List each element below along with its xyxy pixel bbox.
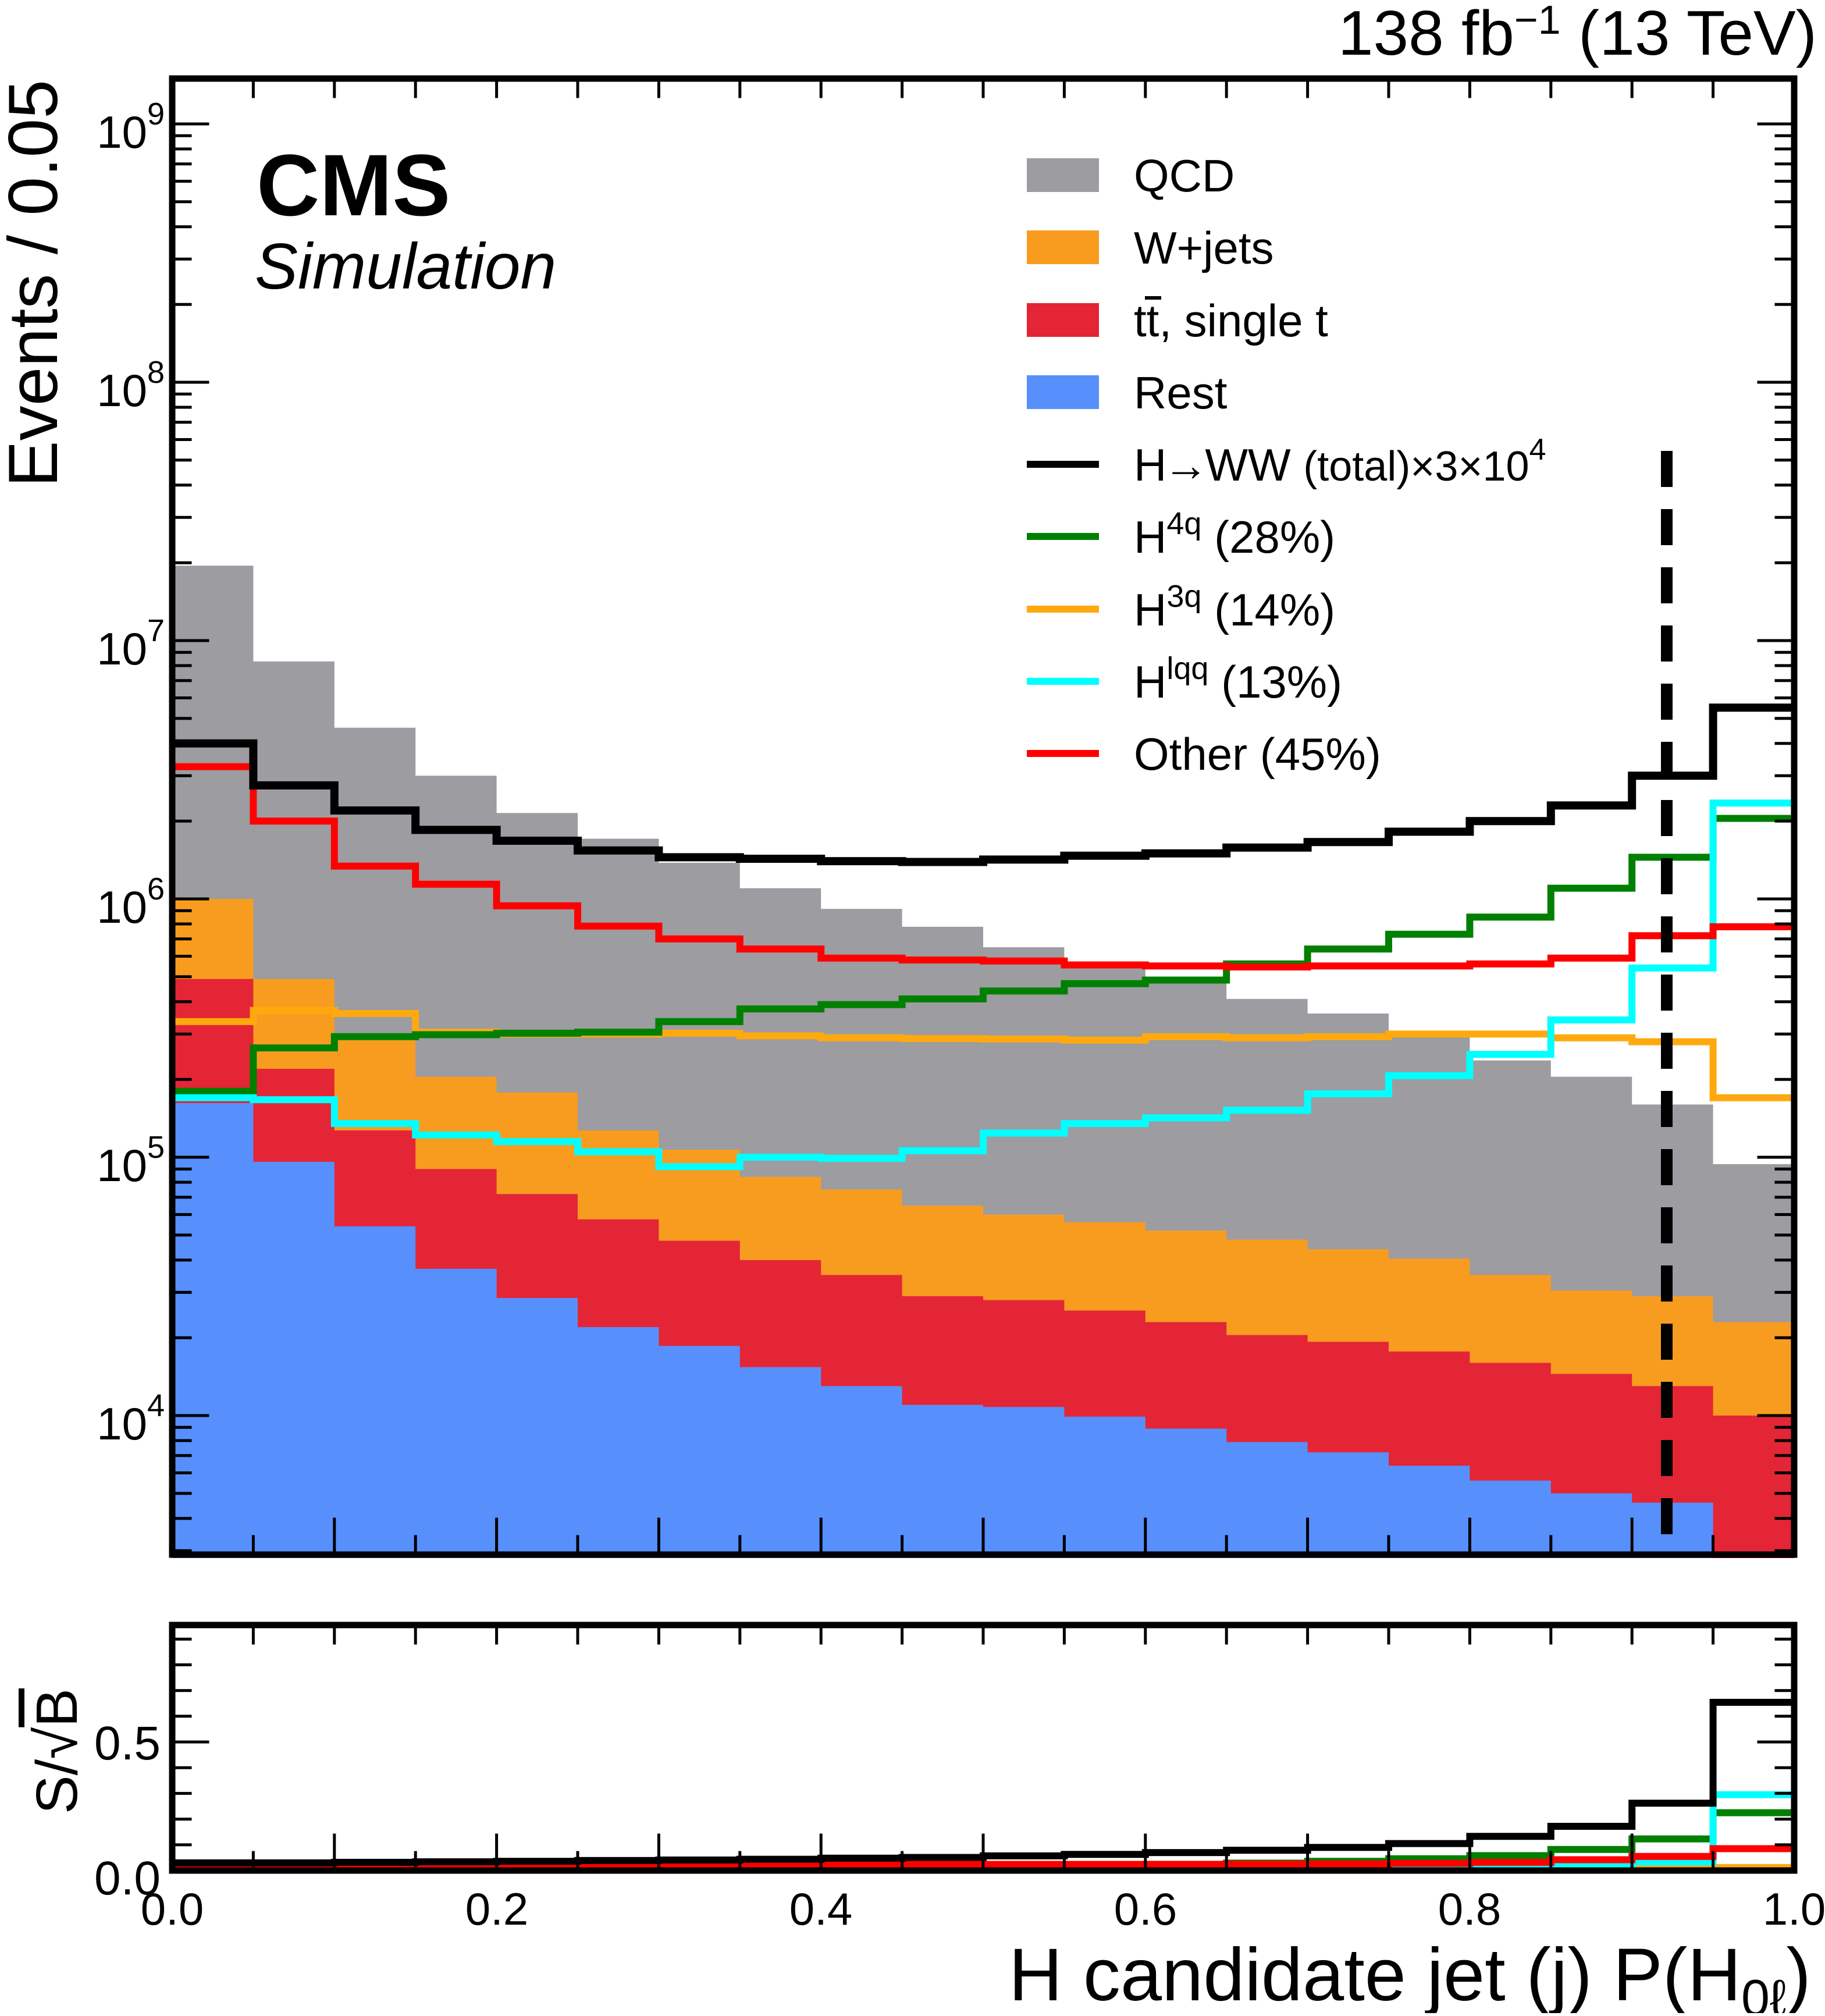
- svg-text:0.6: 0.6: [1114, 1883, 1177, 1935]
- svg-text:W+jets: W+jets: [1134, 222, 1274, 273]
- svg-text:Other (45%): Other (45%): [1134, 728, 1381, 780]
- svg-text:0.5: 0.5: [94, 1717, 161, 1770]
- svg-text:Hlqq (13%): Hlqq (13%): [1134, 651, 1342, 707]
- svg-text:H candidate jet (j) P(H0ℓ): H candidate jet (j) P(H0ℓ): [1009, 1933, 1811, 2013]
- svg-text:0.0: 0.0: [141, 1883, 204, 1935]
- svg-text:QCD: QCD: [1134, 150, 1235, 201]
- svg-text:1.0: 1.0: [1763, 1883, 1825, 1935]
- svg-text:138 fb−1 (13 TeV): 138 fb−1 (13 TeV): [1338, 0, 1817, 69]
- svg-text:Simulation: Simulation: [255, 230, 556, 303]
- svg-text:Rest: Rest: [1134, 367, 1228, 418]
- svg-text:0.4: 0.4: [789, 1883, 852, 1935]
- svg-text:tt, single t: tt, single t: [1134, 295, 1328, 346]
- svg-text:0.0: 0.0: [94, 1852, 161, 1905]
- svg-text:106: 106: [97, 872, 165, 933]
- svg-text:0.2: 0.2: [465, 1883, 528, 1935]
- svg-text:S/√B: S/√B: [24, 1688, 90, 1814]
- svg-text:CMS: CMS: [257, 136, 450, 234]
- svg-text:H4q (28%): H4q (28%): [1134, 506, 1335, 563]
- svg-text:H3q (14%): H3q (14%): [1134, 579, 1335, 635]
- svg-text:0.8: 0.8: [1438, 1883, 1501, 1935]
- svg-text:Events / 0.05: Events / 0.05: [0, 80, 72, 487]
